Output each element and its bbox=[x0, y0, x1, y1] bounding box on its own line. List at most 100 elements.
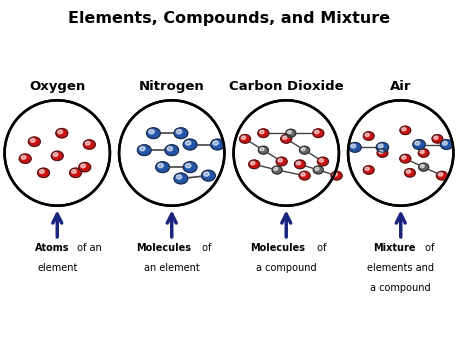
Text: Molecules: Molecules bbox=[251, 243, 305, 253]
Circle shape bbox=[183, 139, 197, 150]
Circle shape bbox=[39, 170, 44, 174]
Circle shape bbox=[137, 145, 151, 156]
Text: Elements, Compounds, and Mixture: Elements, Compounds, and Mixture bbox=[68, 11, 390, 26]
Circle shape bbox=[85, 141, 90, 145]
Circle shape bbox=[400, 126, 411, 135]
Circle shape bbox=[441, 140, 453, 149]
Circle shape bbox=[301, 173, 305, 176]
Circle shape bbox=[406, 170, 410, 173]
Circle shape bbox=[251, 161, 255, 165]
Ellipse shape bbox=[5, 100, 110, 206]
Circle shape bbox=[213, 141, 218, 145]
Circle shape bbox=[402, 127, 406, 131]
Text: a compound: a compound bbox=[371, 283, 431, 293]
Circle shape bbox=[260, 130, 264, 134]
Text: Oxygen: Oxygen bbox=[29, 80, 85, 93]
Circle shape bbox=[363, 132, 374, 140]
Circle shape bbox=[420, 165, 424, 168]
Circle shape bbox=[415, 141, 420, 145]
Circle shape bbox=[156, 162, 169, 172]
Circle shape bbox=[299, 171, 310, 180]
Circle shape bbox=[249, 160, 260, 168]
Circle shape bbox=[176, 130, 182, 134]
Circle shape bbox=[379, 150, 383, 153]
Circle shape bbox=[274, 167, 278, 170]
Text: a compound: a compound bbox=[256, 263, 316, 273]
Circle shape bbox=[185, 141, 191, 145]
Circle shape bbox=[158, 163, 164, 168]
Circle shape bbox=[165, 145, 179, 156]
Circle shape bbox=[53, 153, 58, 156]
Circle shape bbox=[167, 147, 173, 151]
Circle shape bbox=[83, 140, 95, 149]
Circle shape bbox=[317, 157, 328, 166]
Circle shape bbox=[363, 166, 374, 174]
Circle shape bbox=[351, 144, 356, 148]
Circle shape bbox=[58, 130, 63, 134]
Ellipse shape bbox=[234, 100, 339, 206]
Circle shape bbox=[149, 130, 154, 134]
Text: of: of bbox=[422, 243, 434, 253]
Circle shape bbox=[434, 136, 438, 139]
Circle shape bbox=[349, 143, 361, 152]
Circle shape bbox=[315, 130, 319, 134]
Text: an element: an element bbox=[144, 263, 200, 273]
Circle shape bbox=[400, 154, 411, 163]
Text: Nitrogen: Nitrogen bbox=[139, 80, 205, 93]
Circle shape bbox=[174, 128, 188, 139]
Circle shape bbox=[418, 149, 429, 157]
Circle shape bbox=[30, 139, 35, 142]
Circle shape bbox=[258, 146, 268, 154]
Circle shape bbox=[176, 175, 182, 179]
Circle shape bbox=[240, 135, 251, 143]
Ellipse shape bbox=[119, 100, 224, 206]
Circle shape bbox=[419, 163, 429, 171]
Circle shape bbox=[319, 158, 323, 162]
Circle shape bbox=[204, 172, 209, 176]
Circle shape bbox=[71, 170, 76, 174]
Circle shape bbox=[79, 162, 91, 172]
Circle shape bbox=[19, 154, 31, 163]
Text: Mixture: Mixture bbox=[373, 243, 415, 253]
Circle shape bbox=[56, 129, 68, 138]
Ellipse shape bbox=[348, 100, 453, 206]
Circle shape bbox=[313, 129, 324, 138]
Circle shape bbox=[202, 170, 215, 181]
Circle shape bbox=[442, 141, 447, 145]
Circle shape bbox=[183, 162, 197, 172]
Text: of: of bbox=[199, 243, 212, 253]
Circle shape bbox=[174, 173, 188, 184]
Circle shape bbox=[376, 143, 388, 152]
Circle shape bbox=[420, 150, 424, 153]
Circle shape bbox=[300, 146, 310, 154]
Circle shape bbox=[286, 129, 296, 137]
Circle shape bbox=[21, 156, 26, 159]
Circle shape bbox=[313, 166, 323, 174]
Circle shape bbox=[278, 158, 282, 162]
Circle shape bbox=[315, 167, 319, 170]
Circle shape bbox=[365, 133, 369, 136]
Circle shape bbox=[28, 137, 40, 147]
Circle shape bbox=[185, 163, 191, 168]
Circle shape bbox=[294, 160, 305, 168]
Circle shape bbox=[51, 151, 63, 161]
Circle shape bbox=[432, 135, 443, 143]
Circle shape bbox=[436, 171, 447, 180]
Circle shape bbox=[402, 156, 406, 159]
Circle shape bbox=[70, 168, 82, 177]
Circle shape bbox=[140, 147, 145, 151]
Circle shape bbox=[211, 139, 224, 150]
Text: Carbon Dioxide: Carbon Dioxide bbox=[229, 80, 344, 93]
Text: element: element bbox=[37, 263, 77, 273]
Text: Air: Air bbox=[390, 80, 411, 93]
Circle shape bbox=[260, 148, 264, 150]
Text: of an: of an bbox=[75, 243, 102, 253]
Circle shape bbox=[404, 168, 415, 177]
Circle shape bbox=[331, 171, 342, 180]
Circle shape bbox=[301, 148, 305, 150]
Circle shape bbox=[38, 168, 49, 177]
Circle shape bbox=[283, 136, 287, 139]
Circle shape bbox=[333, 173, 337, 176]
Circle shape bbox=[276, 157, 287, 166]
Circle shape bbox=[81, 164, 86, 168]
